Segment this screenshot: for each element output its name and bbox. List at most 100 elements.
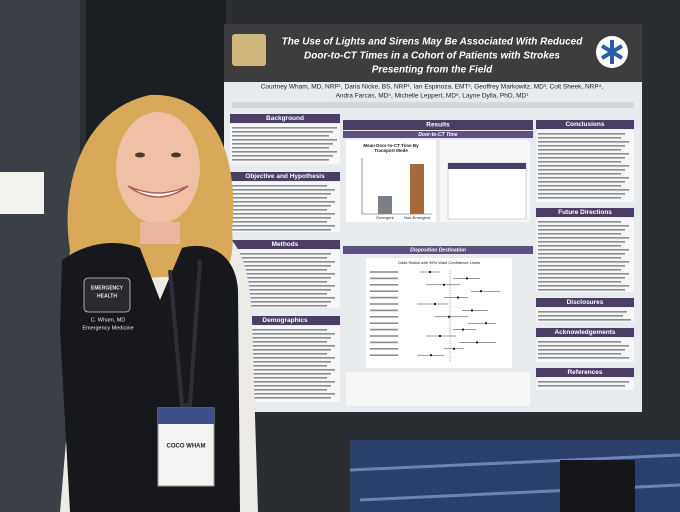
- text-line: [538, 385, 625, 387]
- text-line: [538, 311, 627, 313]
- eye: [135, 152, 145, 158]
- poster-title: Door-to-CT Times in a Cohort of Patients…: [304, 51, 560, 62]
- text-line: [538, 265, 625, 267]
- row-label: [370, 316, 398, 318]
- text-line: [232, 151, 337, 153]
- poster-authors: Courtney Wham, MD, NRP¹, Daria Nicke, BS…: [261, 84, 604, 91]
- text-line: [232, 201, 335, 203]
- subheader: [343, 131, 533, 138]
- lanyard: [168, 259, 202, 407]
- text-line: [232, 397, 331, 399]
- text-line: [538, 249, 629, 251]
- text-line: [538, 319, 631, 321]
- text-line: [538, 229, 625, 231]
- small-sign: [0, 172, 44, 214]
- row-label: [370, 322, 398, 324]
- text-line: [538, 169, 625, 171]
- bar: [410, 164, 424, 214]
- section-header: [536, 328, 634, 337]
- text-line: [232, 139, 337, 141]
- text-line: [232, 197, 327, 199]
- text-line: [538, 341, 621, 343]
- poster-header: [224, 24, 642, 82]
- row-label: [370, 309, 398, 312]
- section-title: Background: [266, 115, 304, 122]
- text-line: [538, 281, 621, 283]
- point: [480, 290, 482, 293]
- results-table: [447, 162, 527, 220]
- text-line: [538, 241, 625, 243]
- row-label: [370, 296, 398, 299]
- category-label: Non-Emergent: [404, 215, 431, 220]
- text-line: [232, 261, 335, 263]
- section-body: [536, 378, 634, 390]
- logo-text: HEALTH: [97, 293, 117, 299]
- text-line: [232, 193, 331, 195]
- text-line: [232, 353, 327, 355]
- text-line: [538, 269, 621, 271]
- section-header: [230, 316, 340, 325]
- text-line: [538, 233, 621, 235]
- row-label: [370, 328, 398, 331]
- row-label: [370, 271, 398, 273]
- chart-title: Mean Door-to-CT Time By: [363, 143, 419, 148]
- text-line: [538, 277, 625, 279]
- text-line: [232, 341, 327, 343]
- section-title: Objective and Hypothesis: [245, 173, 325, 180]
- text-line: [232, 253, 331, 255]
- section-title: Results: [426, 122, 450, 129]
- text-line: [538, 353, 621, 355]
- point: [471, 309, 473, 312]
- text-line: [538, 225, 629, 227]
- row-label: [370, 284, 398, 286]
- text-line: [232, 127, 337, 129]
- text-line: [232, 269, 327, 271]
- point: [457, 296, 459, 299]
- text-line: [232, 345, 335, 347]
- text-line: [232, 225, 335, 227]
- text-line: [232, 213, 335, 215]
- logo-text: EMERGENCY: [91, 285, 124, 291]
- section-title: Methods: [272, 241, 299, 248]
- text-line: [538, 193, 625, 195]
- text-line: [232, 135, 329, 137]
- text-line: [538, 161, 621, 163]
- chart-title: Transport Mode: [374, 148, 408, 153]
- point: [439, 335, 441, 337]
- point: [466, 277, 468, 280]
- text-line: [232, 285, 335, 287]
- section-header: [230, 172, 340, 181]
- text-line: [538, 165, 629, 167]
- text-line: [232, 217, 331, 219]
- text-line: [232, 289, 331, 291]
- section-header: [536, 120, 634, 129]
- text-line: [538, 185, 621, 187]
- face: [116, 112, 200, 224]
- text-line: [538, 149, 621, 151]
- text-line: [538, 315, 623, 317]
- star-of-life-icon: [600, 40, 624, 64]
- point: [429, 271, 431, 273]
- text-line: [232, 349, 331, 351]
- text-line: [538, 153, 629, 155]
- badge-header: [158, 408, 214, 424]
- text-line: [232, 381, 335, 383]
- subsection-title: Door-to-CT Time: [418, 132, 458, 138]
- section-title: References: [567, 369, 602, 376]
- legs: [560, 460, 635, 512]
- section-header: [230, 114, 340, 123]
- subsection-title: Disposition Destination: [410, 247, 466, 253]
- row-label: [370, 303, 398, 305]
- text-line: [232, 305, 327, 307]
- text-line: [538, 345, 629, 347]
- text-line: [538, 221, 621, 223]
- cu-logo: [232, 34, 266, 66]
- text-line: [232, 301, 331, 303]
- subheader: [343, 246, 533, 254]
- section-header: [536, 208, 634, 217]
- text-line: [232, 385, 331, 387]
- forest-plot: [366, 258, 512, 368]
- poster-authors: Andra Farcas, MD⁵, Michelle Leppert, MD⁶…: [336, 93, 530, 100]
- point: [485, 322, 487, 325]
